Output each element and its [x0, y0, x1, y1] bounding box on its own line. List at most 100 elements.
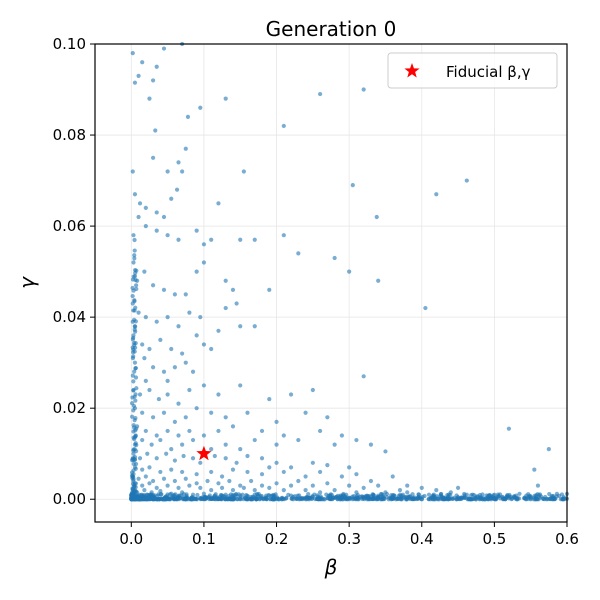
data-point: [147, 346, 152, 352]
data-point: [230, 287, 236, 292]
data-point: [469, 497, 474, 502]
data-point: [390, 474, 395, 479]
data-point: [161, 46, 167, 51]
data-point: [132, 298, 137, 303]
data-point: [176, 401, 181, 406]
data-point: [230, 488, 236, 493]
data-point: [136, 214, 141, 220]
data-point: [267, 396, 272, 402]
data-point: [463, 495, 468, 500]
data-point: [448, 490, 453, 495]
data-point: [426, 497, 431, 502]
data-point: [259, 493, 264, 499]
data-point: [209, 346, 214, 352]
data-point: [154, 228, 159, 233]
data-point: [153, 496, 158, 501]
data-point: [183, 146, 188, 151]
data-point: [412, 495, 417, 500]
data-point: [296, 251, 301, 256]
data-point: [281, 433, 286, 438]
data-point: [288, 483, 294, 488]
data-point: [185, 114, 191, 119]
y-axis-ticks: 0.00 0.02 0.04 0.06 0.08 0.10: [53, 35, 95, 508]
data-point: [133, 267, 138, 273]
data-point: [133, 392, 138, 397]
data-point: [325, 481, 330, 486]
data-point: [415, 496, 420, 501]
data-point: [166, 496, 172, 501]
data-point: [464, 178, 469, 183]
data-point: [131, 260, 136, 265]
data-point: [132, 327, 137, 332]
data-point: [230, 467, 236, 472]
data-point: [223, 96, 228, 101]
data-point: [254, 496, 259, 502]
data-point: [209, 488, 214, 493]
data-points: [129, 41, 570, 502]
data-point: [534, 493, 539, 498]
data-point: [184, 493, 189, 499]
data-point: [136, 476, 141, 481]
data-point: [131, 333, 136, 338]
data-point: [399, 497, 405, 502]
data-point: [194, 472, 199, 477]
legend-star-icon: [404, 63, 420, 78]
data-point: [360, 496, 365, 502]
data-point: [147, 387, 152, 393]
data-point: [376, 278, 381, 283]
data-point: [245, 410, 250, 415]
data-point: [493, 496, 498, 501]
data-point: [143, 428, 148, 434]
data-point: [201, 242, 207, 247]
data-point: [180, 497, 186, 502]
data-point: [140, 437, 145, 443]
data-point: [310, 483, 315, 488]
data-point: [347, 483, 352, 488]
data-point: [132, 447, 137, 452]
data-point: [450, 496, 455, 502]
data-point: [550, 496, 555, 501]
x-tick-label: 0.0: [119, 530, 143, 548]
data-point: [318, 490, 323, 495]
data-point: [132, 442, 138, 447]
data-point: [274, 481, 279, 486]
data-point: [506, 426, 512, 431]
data-point: [136, 310, 141, 315]
data-point: [187, 428, 192, 434]
data-point: [259, 456, 265, 461]
data-point: [198, 105, 203, 110]
data-point: [543, 494, 548, 500]
data-point: [373, 495, 378, 501]
data-point: [347, 465, 352, 470]
data-point: [140, 342, 145, 347]
data-point: [176, 485, 181, 490]
chart-title: Generation 0: [266, 17, 397, 41]
data-point: [133, 375, 139, 380]
data-point: [354, 472, 359, 477]
data-point: [339, 494, 344, 500]
data-point: [130, 51, 135, 56]
data-point: [485, 495, 490, 500]
data-point: [137, 201, 143, 206]
data-point: [535, 483, 541, 488]
data-point: [223, 492, 228, 497]
data-point: [332, 488, 337, 493]
data-point: [327, 493, 332, 498]
plot-frame: [94, 43, 568, 523]
data-point: [406, 495, 411, 500]
data-point: [150, 415, 156, 420]
fiducial-star-marker: [196, 445, 212, 461]
data-point: [219, 474, 225, 479]
data-point: [303, 488, 308, 493]
data-point: [446, 497, 451, 502]
legend: Fiducial β,γ: [387, 52, 558, 89]
data-point: [238, 447, 243, 452]
data-point: [132, 465, 138, 470]
data-point: [423, 305, 428, 311]
data-point: [470, 492, 475, 497]
data-point: [419, 497, 424, 502]
data-point: [130, 474, 135, 479]
data-point: [315, 493, 320, 498]
data-point: [455, 495, 461, 500]
data-point: [132, 256, 137, 261]
